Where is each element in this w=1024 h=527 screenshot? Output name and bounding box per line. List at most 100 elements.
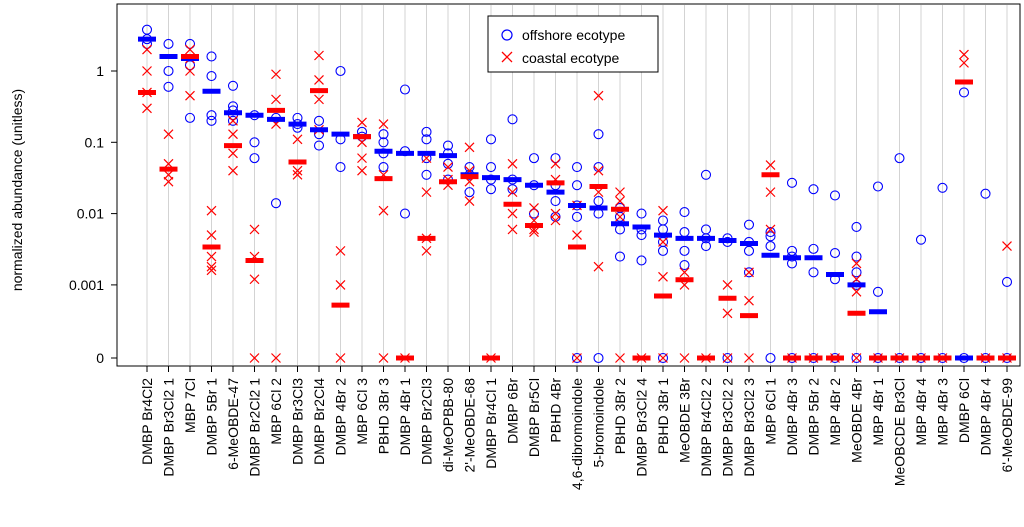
offshore-point — [894, 153, 905, 164]
offshore-point — [550, 211, 561, 222]
coastal-point — [335, 353, 346, 363]
offshore-point — [163, 65, 174, 77]
coastal-point — [249, 274, 260, 285]
coastal-point — [507, 187, 518, 198]
coastal-point — [249, 224, 260, 235]
x-tick-label: MBP 6Cl 1 — [763, 378, 779, 445]
x-tick-label: PBHD 4Br — [548, 378, 564, 443]
gridlines — [146, 5, 1008, 365]
offshore-point — [399, 84, 411, 95]
offshore-point — [313, 115, 325, 126]
x-tick-label: 4,6-dibromoindole — [569, 378, 585, 490]
coastal-point — [206, 230, 217, 240]
offshore-point — [851, 251, 862, 262]
y-tick-label: 0.1 — [85, 134, 105, 150]
coastal-point — [163, 176, 174, 187]
y-tick-label: 0.01 — [77, 206, 104, 222]
x-tick-label: DMBP Br2Cl4 — [311, 378, 327, 465]
coastal-point — [357, 153, 367, 164]
x-tick-label: di-MeOPBB-80 — [440, 378, 456, 472]
offshore-point — [335, 65, 346, 77]
coastal-point — [529, 227, 539, 238]
data-points — [141, 24, 1013, 364]
offshore-point — [679, 259, 690, 271]
offshore-point — [636, 208, 647, 219]
coastal-point — [421, 245, 432, 256]
x-tick-label: MBP 4Br 4 — [913, 378, 929, 446]
offshore-point — [270, 198, 282, 209]
x-tick-label: MBP 4Br 1 — [870, 378, 886, 446]
x-tick-label: PBHD 3Br 3 — [376, 378, 392, 454]
x-tick-label: DMBP Br4Cl 1 — [483, 378, 499, 469]
x-tick-label: 5-bromoindole — [591, 378, 607, 468]
offshore-point — [851, 352, 862, 364]
coastal-point — [292, 165, 303, 176]
coastal-point — [314, 94, 324, 105]
offshore-point — [765, 241, 776, 252]
coastal-point — [357, 117, 367, 128]
x-tick-label: DMBP Br5Cl — [526, 378, 542, 457]
x-tick-label: DMBP Br4Cl2 — [139, 378, 155, 465]
coastal-point — [765, 160, 776, 170]
coastal-point — [529, 203, 539, 213]
x-tick-label: MBP 4Br 3 — [935, 378, 951, 446]
coastal-point — [658, 205, 668, 216]
x-tick-label: MBP 4Br 2 — [827, 378, 843, 446]
coastal-point — [507, 208, 518, 219]
coastal-point — [206, 261, 217, 272]
x-tick-label: DMBP 4Br 2 — [333, 378, 349, 456]
x-tick-label: DMBP 4Br 1 — [397, 378, 413, 456]
offshore-point — [657, 245, 669, 256]
coastal-point — [271, 94, 281, 105]
coastal-point — [206, 251, 217, 262]
coastal-point — [1002, 241, 1012, 252]
offshore-point — [249, 137, 260, 148]
offshore-point — [743, 245, 755, 256]
coastal-point — [593, 90, 604, 101]
coastal-point — [593, 261, 604, 272]
offshore-point — [206, 51, 217, 62]
offshore-point — [507, 114, 518, 125]
coastal-point — [959, 57, 969, 68]
offshore-point — [808, 267, 819, 278]
coastal-point — [163, 169, 174, 180]
x-tick-label: PBHD 3Br 1 — [655, 378, 671, 454]
coastal-point — [593, 165, 604, 176]
coastal-point — [722, 353, 733, 363]
coastal-point — [550, 208, 561, 219]
offshore-point — [163, 38, 174, 49]
offshore-point — [958, 87, 970, 98]
coastal-point — [443, 162, 453, 172]
coastal-point — [550, 158, 561, 169]
x-tick-label: MeOBDE 3Br — [677, 378, 693, 463]
offshore-point — [442, 158, 454, 169]
x-tick-label: DMBP Br3Cl2 4 — [634, 378, 650, 477]
y-tick-label: 1 — [96, 63, 104, 79]
coastal-point — [357, 137, 367, 148]
offshore-point — [679, 245, 690, 256]
x-tick-label: 6'-MeOBDE-99 — [999, 378, 1015, 473]
x-tick-label: DMBP Br2Cl2 1 — [247, 378, 263, 477]
offshore-point — [915, 234, 927, 245]
coastal-point — [271, 69, 281, 80]
offshore-point — [507, 184, 518, 195]
coastal-point — [142, 66, 152, 76]
offshore-point — [980, 188, 991, 199]
coastal-point — [722, 308, 733, 319]
coastal-point — [335, 245, 346, 256]
coastal-point — [615, 196, 625, 206]
x-tick-label: MBP 7Cl — [182, 378, 198, 433]
offshore-point — [528, 208, 540, 219]
coastal-point — [228, 148, 238, 159]
coastal-point — [185, 66, 195, 76]
coastal-point — [507, 224, 518, 235]
coastal-point — [851, 353, 862, 363]
coastal-point — [851, 286, 862, 297]
coastal-point — [292, 134, 303, 145]
offshore-point — [464, 187, 475, 198]
x-tick-label: DMBP Br4Cl2 2 — [698, 378, 714, 477]
coastal-point — [464, 142, 475, 153]
coastal-point — [378, 119, 389, 130]
coastal-point — [959, 49, 969, 60]
offshore-point — [571, 211, 583, 222]
